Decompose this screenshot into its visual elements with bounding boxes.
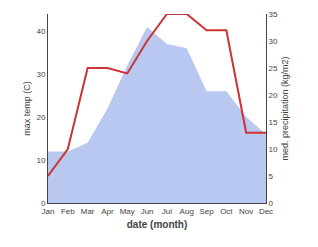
svg-text:Jun: Jun [141,207,154,216]
svg-text:Jul: Jul [162,207,172,216]
svg-text:20: 20 [36,113,45,122]
svg-text:20: 20 [269,91,278,100]
svg-text:Jan: Jan [42,207,55,216]
svg-text:40: 40 [36,27,45,36]
svg-text:med. precipitation (kg/m2): med. precipitation (kg/m2) [280,56,290,160]
svg-text:Dec: Dec [259,207,273,216]
svg-text:10: 10 [269,145,278,154]
svg-text:35: 35 [269,10,278,19]
svg-text:30: 30 [36,70,45,79]
svg-text:Feb: Feb [61,207,75,216]
svg-text:0: 0 [269,199,274,208]
svg-text:max temp (C): max temp (C) [22,81,32,136]
svg-text:0: 0 [41,199,46,208]
svg-text:date (month): date (month) [127,219,188,230]
svg-text:Mar: Mar [81,207,95,216]
svg-text:May: May [120,207,135,216]
svg-text:Nov: Nov [239,207,253,216]
svg-text:Apr: Apr [101,207,114,216]
svg-text:30: 30 [269,37,278,46]
svg-text:Aug: Aug [180,207,194,216]
svg-text:Oct: Oct [220,207,233,216]
svg-text:15: 15 [269,118,278,127]
svg-text:10: 10 [36,156,45,165]
svg-text:25: 25 [269,64,278,73]
svg-text:Sep: Sep [199,207,214,216]
svg-text:5: 5 [269,172,274,181]
